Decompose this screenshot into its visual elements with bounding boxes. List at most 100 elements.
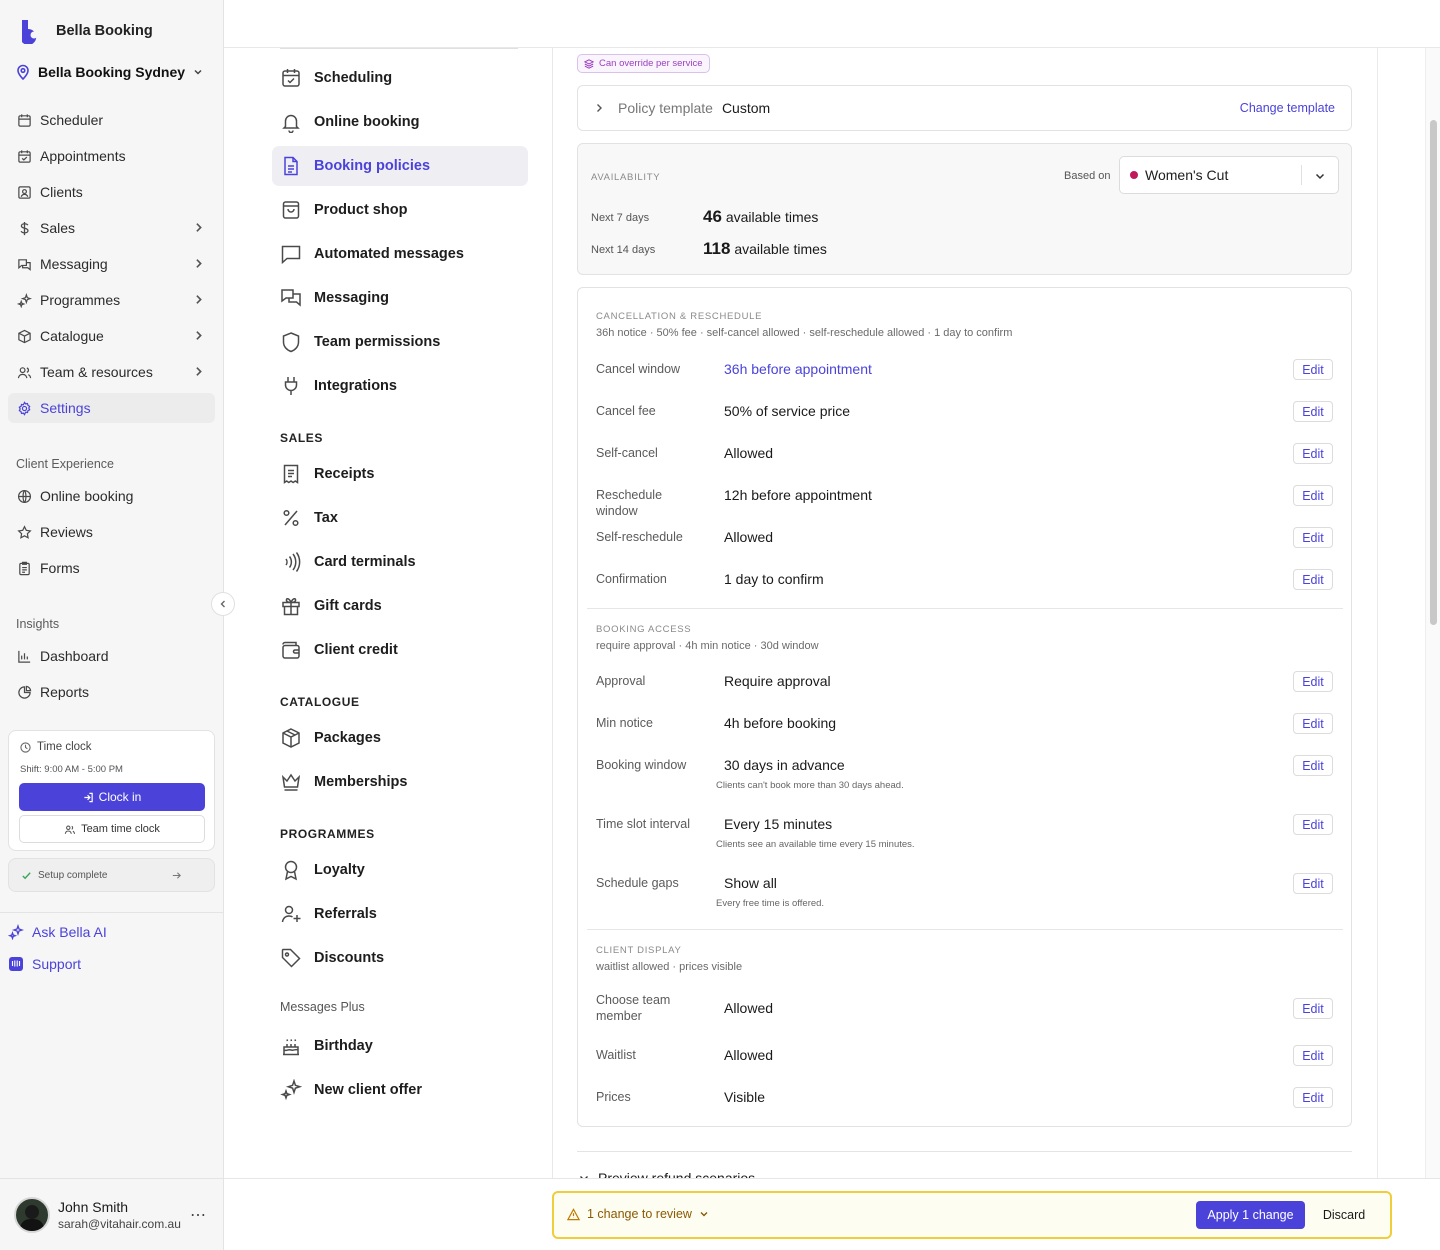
self-cancel-label: Self-cancel: [596, 446, 658, 460]
menu-messaging[interactable]: Messaging: [272, 278, 528, 318]
menu-gift-cards[interactable]: Gift cards: [272, 586, 528, 626]
edit-self-cancel-button[interactable]: Edit: [1293, 443, 1333, 464]
schedule-gaps-label: Schedule gaps: [596, 876, 679, 890]
user-profile[interactable]: John Smith sarah@vitahair.com.au ⋯: [0, 1178, 224, 1250]
nav-team-resources[interactable]: Team & resources: [8, 357, 215, 387]
nav-label: Catalogue: [40, 328, 104, 344]
more-icon[interactable]: ⋯: [190, 1207, 207, 1224]
edit-self-reschedule-button[interactable]: Edit: [1293, 527, 1333, 548]
nav-catalogue[interactable]: Catalogue: [8, 321, 215, 351]
availability-card: AVAILABILITY Based on Women's Cut Next 7…: [577, 143, 1352, 275]
menu-label: Scheduling: [314, 70, 393, 86]
clock-in-button[interactable]: Clock in: [19, 783, 205, 811]
contactless-icon: [285, 552, 301, 572]
menu-referrals[interactable]: Referrals: [272, 894, 528, 934]
tag-icon: [281, 948, 301, 968]
menu-booking-policies[interactable]: Booking policies: [272, 146, 528, 186]
discard-button[interactable]: Discard: [1322, 1208, 1366, 1222]
menu-new-client-offer[interactable]: New client offer: [272, 1070, 528, 1110]
waitlist-value: Allowed: [724, 1047, 774, 1063]
messages-icon: [281, 289, 301, 307]
menu-online-booking[interactable]: Online booking: [272, 102, 528, 142]
collapse-sidebar-button[interactable]: [211, 592, 235, 616]
plug-icon: [284, 377, 298, 395]
menu-packages[interactable]: Packages: [272, 718, 528, 758]
menu-tax[interactable]: Tax: [272, 498, 528, 538]
sign-in-icon: [84, 792, 93, 802]
menu-receipts[interactable]: Receipts: [272, 454, 528, 494]
edit-schedule-gaps-button[interactable]: Edit: [1293, 873, 1333, 894]
user-plus-icon: [281, 905, 301, 923]
policy-template-value: Custom: [721, 100, 771, 116]
policy-template-row[interactable]: Policy template Custom Change template: [577, 85, 1352, 131]
edit-choose-team-member-button[interactable]: Edit: [1293, 998, 1333, 1019]
menu-card-terminals[interactable]: Card terminals: [272, 542, 528, 582]
apply-change-button[interactable]: Apply 1 change: [1196, 1201, 1305, 1229]
nav-messaging[interactable]: Messaging: [8, 249, 215, 279]
preview-refund-toggle[interactable]: Preview refund scenarios: [579, 1170, 755, 1178]
menu-product-shop[interactable]: Product shop: [272, 190, 528, 230]
clock-icon: [20, 741, 31, 753]
menu-label: Booking policies: [314, 158, 431, 174]
menu-loyalty[interactable]: Loyalty: [272, 850, 528, 890]
change-template-link[interactable]: Change template: [1239, 101, 1335, 115]
edit-booking-window-button[interactable]: Edit: [1293, 755, 1333, 776]
policy-template-label: Policy template: [618, 100, 713, 116]
menu-scheduling[interactable]: Scheduling: [272, 58, 528, 98]
nav-scheduler[interactable]: Scheduler: [8, 105, 215, 135]
nav-dashboard[interactable]: Dashboard: [8, 641, 215, 671]
menu-birthday[interactable]: Birthday: [272, 1026, 528, 1066]
ask-bella-ai-link[interactable]: Ask Bella AI: [8, 924, 107, 940]
chevron-down-icon: [1315, 173, 1325, 180]
approval-label: Approval: [596, 674, 646, 688]
menu-label: Client credit: [314, 642, 398, 658]
edit-confirmation-button[interactable]: Edit: [1293, 569, 1333, 590]
nav-sales[interactable]: Sales: [8, 213, 215, 243]
location-switcher[interactable]: Bella Booking Sydney: [16, 64, 203, 80]
choose-team-member-label: Choose team member: [596, 993, 671, 1023]
menu-label: Gift cards: [314, 598, 382, 614]
menu-discounts[interactable]: Discounts: [272, 938, 528, 978]
nav-reviews[interactable]: Reviews: [8, 517, 215, 547]
brand[interactable]: Bella Booking: [20, 18, 153, 44]
menu-memberships[interactable]: Memberships: [272, 762, 528, 802]
scrollbar[interactable]: [1425, 48, 1440, 1178]
edit-reschedule-window-button[interactable]: Edit: [1293, 485, 1333, 506]
gift-icon: [282, 597, 300, 616]
support-link[interactable]: Support: [8, 956, 81, 972]
setup-status[interactable]: Setup complete: [8, 858, 215, 892]
nav-programmes[interactable]: Programmes: [8, 285, 215, 315]
message-square-icon: [281, 245, 301, 265]
menu-client-credit[interactable]: Client credit: [272, 630, 528, 670]
nav-online-booking[interactable]: Online booking: [8, 481, 215, 511]
edit-cancel-fee-button[interactable]: Edit: [1293, 401, 1333, 422]
scrollbar-thumb[interactable]: [1430, 120, 1437, 625]
nav-settings[interactable]: Settings: [8, 393, 215, 423]
edit-min-notice-button[interactable]: Edit: [1293, 713, 1333, 734]
nav-forms[interactable]: Forms: [8, 553, 215, 583]
time-clock-card: Time clock Shift: 9:00 AM - 5:00 PM Cloc…: [8, 730, 215, 851]
clients-icon: [18, 185, 31, 199]
menu-automated-messages[interactable]: Automated messages: [272, 234, 528, 274]
nav-reports[interactable]: Reports: [8, 677, 215, 707]
messages-plus-heading: Messages Plus: [280, 1000, 365, 1014]
edit-time-slot-interval-button[interactable]: Edit: [1293, 814, 1333, 835]
bottom-bar: 1 change to review Apply 1 change Discar…: [224, 1178, 1440, 1250]
sparkles-icon: [280, 1079, 302, 1101]
menu-label: Product shop: [314, 202, 408, 218]
edit-prices-button[interactable]: Edit: [1293, 1087, 1333, 1108]
menu-label: Integrations: [314, 378, 397, 394]
crown-icon: [281, 773, 301, 791]
service-select[interactable]: Women's Cut: [1119, 156, 1339, 194]
section-divider: [587, 929, 1343, 930]
menu-team-permissions[interactable]: Team permissions: [272, 322, 528, 362]
nav-clients[interactable]: Clients: [8, 177, 215, 207]
edit-waitlist-button[interactable]: Edit: [1293, 1045, 1333, 1066]
team-time-clock-button[interactable]: Team time clock: [19, 815, 205, 843]
changes-to-review-toggle[interactable]: 1 change to review: [567, 1207, 709, 1221]
nav-appointments[interactable]: Appointments: [8, 141, 215, 171]
edit-approval-button[interactable]: Edit: [1293, 671, 1333, 692]
menu-integrations[interactable]: Integrations: [272, 366, 528, 406]
confirmation-label: Confirmation: [596, 572, 667, 586]
edit-cancel-window-button[interactable]: Edit: [1293, 359, 1333, 380]
